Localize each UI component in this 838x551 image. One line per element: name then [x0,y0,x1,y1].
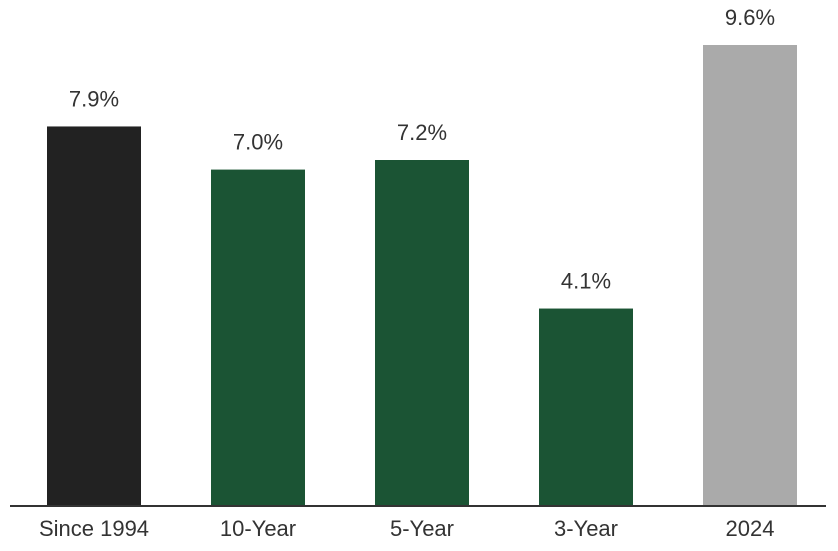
x-tick-label: 2024 [726,516,775,541]
bar [211,169,305,506]
x-tick-label: 3-Year [554,516,618,541]
x-tick-label: 10-Year [220,516,296,541]
value-label: 7.2% [397,120,447,145]
bar [375,160,469,505]
x-tick-label: 5-Year [390,516,454,541]
value-label: 7.0% [233,129,283,154]
bar [47,126,141,505]
bar [703,45,797,505]
value-label: 7.9% [69,86,119,111]
value-label: 4.1% [561,268,611,293]
bar [539,308,633,505]
x-tick-label: Since 1994 [39,516,149,541]
value-label: 9.6% [725,5,775,30]
